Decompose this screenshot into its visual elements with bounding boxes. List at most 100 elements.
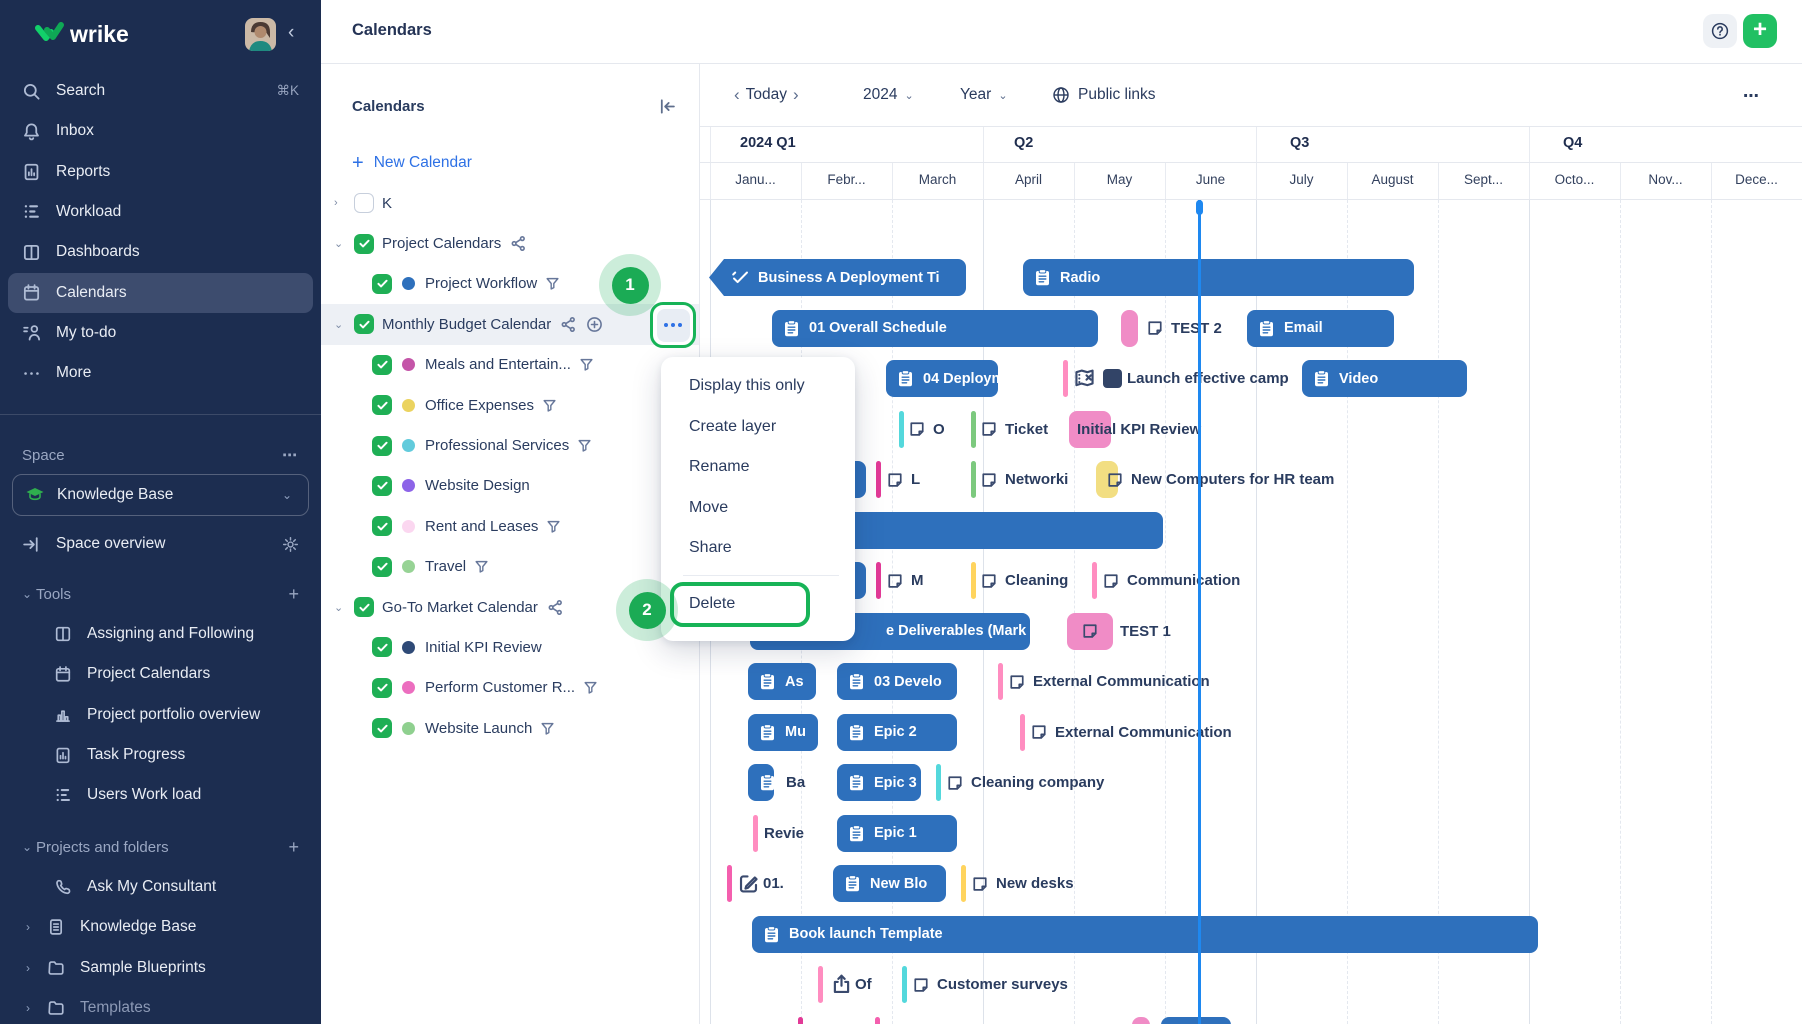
menu-item-delete[interactable]: Delete xyxy=(689,595,736,612)
task-bar-01-overall-schedule[interactable]: 01 Overall Schedule xyxy=(772,309,1098,347)
sidebar-item-dashboards[interactable]: Dashboards xyxy=(0,232,321,272)
task-bar-mu[interactable]: Mu xyxy=(748,713,818,751)
year-select[interactable]: 2024 ⌄ xyxy=(863,86,914,103)
task-line-marker[interactable] xyxy=(971,562,976,599)
prev-icon[interactable]: ‹ xyxy=(734,85,740,104)
section-label-tools[interactable]: ⌄ Tools + xyxy=(22,583,299,604)
checkbox[interactable] xyxy=(372,516,392,537)
sidebar-item-ask-my-consultant[interactable]: Ask My Consultant xyxy=(0,867,321,907)
calendar-tree-project-calendars[interactable]: ⌄ Project Calendars xyxy=(321,223,699,263)
task-badge[interactable] xyxy=(1069,410,1111,448)
task-line-marker[interactable] xyxy=(899,410,904,448)
today-button[interactable]: Today xyxy=(745,86,788,103)
task-bar-03-develo[interactable]: 03 Develo xyxy=(837,663,957,700)
checkbox[interactable] xyxy=(354,193,374,214)
task-line-marker[interactable] xyxy=(798,1016,803,1024)
task-bar-epic-1[interactable]: Epic 1 xyxy=(837,814,957,852)
add-layer-icon[interactable] xyxy=(586,316,603,333)
sidebar-item-project-calendars[interactable]: Project Calendars xyxy=(0,654,321,694)
task-bar-video[interactable]: Video xyxy=(1302,360,1467,397)
calendar-tree-monthly-budget-calendar[interactable]: ⌄ Monthly Budget Calendar xyxy=(321,304,699,345)
task-bar-email[interactable]: Email xyxy=(1247,309,1394,347)
checkbox[interactable] xyxy=(372,354,392,375)
next-icon[interactable]: › xyxy=(793,85,799,104)
space-selector[interactable]: Knowledge Base ⌄ xyxy=(12,474,309,516)
checkbox[interactable] xyxy=(372,435,392,456)
calendar-tree-travel[interactable]: Travel xyxy=(321,547,699,587)
user-avatar[interactable] xyxy=(245,18,276,51)
menu-item-move[interactable]: Move xyxy=(689,498,729,516)
checkbox[interactable] xyxy=(372,718,392,739)
task-label-l[interactable]: L xyxy=(886,461,920,498)
task-line-marker[interactable] xyxy=(961,865,966,902)
task-label-external-communication[interactable]: External Communication xyxy=(1008,663,1210,700)
task-bar[interactable] xyxy=(748,764,774,801)
calendar-tree-k[interactable]: › K xyxy=(334,193,393,214)
checkbox[interactable] xyxy=(372,677,392,698)
filter-icon[interactable] xyxy=(545,276,560,291)
task-label-communication[interactable]: Communication xyxy=(1102,562,1240,599)
task-line-marker[interactable] xyxy=(753,814,758,852)
sidebar-item-my-to-do[interactable]: My to-do xyxy=(0,313,321,353)
collapse-panel-icon[interactable] xyxy=(658,97,677,116)
task-label-01-[interactable]: 01. xyxy=(763,875,784,892)
checkbox[interactable] xyxy=(354,314,374,335)
filter-icon[interactable] xyxy=(540,721,555,736)
menu-item-display-this-only[interactable]: Display this only xyxy=(689,377,805,395)
task-label-test-2[interactable]: TEST 2 xyxy=(1146,310,1222,347)
calendar-tree-rent-and-leases[interactable]: Rent and Leases xyxy=(321,506,699,546)
task-label-external-communication[interactable]: External Communication xyxy=(1030,714,1232,751)
calendar-tree-professional-services[interactable]: Professional Services xyxy=(321,425,699,465)
calendar-tree-website-launch[interactable]: Website Launch xyxy=(321,708,699,748)
task-line-marker[interactable] xyxy=(875,1016,880,1024)
task-line-marker[interactable] xyxy=(818,966,823,1003)
task-label-new-computers-for-hr-team[interactable]: New Computers for HR team xyxy=(1106,461,1334,498)
checkbox[interactable] xyxy=(354,233,374,254)
task-label-customer-surveys[interactable]: Customer surveys xyxy=(912,966,1068,1003)
share-icon[interactable] xyxy=(547,599,564,616)
task-bar-as[interactable]: As xyxy=(748,663,816,700)
chevron-down-icon[interactable]: ⌄ xyxy=(334,318,344,331)
sidebar-item-more[interactable]: More xyxy=(0,353,321,393)
task-line-marker[interactable] xyxy=(971,410,976,448)
sidebar-item-inbox[interactable]: Inbox xyxy=(0,111,321,151)
task-bar-book-launch-template[interactable]: Book launch Template xyxy=(752,915,1538,953)
task-line-marker[interactable] xyxy=(1063,360,1068,397)
task-label-of[interactable]: Of xyxy=(855,976,872,993)
task-label-o[interactable]: O xyxy=(908,411,945,448)
add-icon[interactable]: + xyxy=(288,583,299,604)
task-line-marker[interactable] xyxy=(1092,562,1097,599)
calendar-more-button[interactable] xyxy=(656,308,690,342)
section-label-projects-and-folders[interactable]: ⌄ Projects and folders + xyxy=(22,836,299,857)
task-label-cleaning-company[interactable]: Cleaning company xyxy=(946,764,1104,801)
chevron-right-icon[interactable]: › xyxy=(334,197,338,210)
task-label-m[interactable]: M xyxy=(886,562,924,599)
calendar-tree-office-expenses[interactable]: Office Expenses xyxy=(321,385,699,425)
calendar-tree-website-design[interactable]: Website Design xyxy=(321,466,699,506)
task-badge[interactable] xyxy=(1096,461,1118,498)
checkbox[interactable] xyxy=(372,637,392,658)
task-label-launch-effective-camp[interactable]: Launch effective camp xyxy=(1127,370,1289,387)
task-label-initial-kpi-review[interactable]: Initial KPI Review xyxy=(1077,420,1202,438)
task-bar-new-blo[interactable]: New Blo xyxy=(833,865,946,902)
task-label-cleaning[interactable]: Cleaning xyxy=(980,562,1068,599)
new-calendar-button[interactable]: + New Calendar xyxy=(352,151,472,174)
filter-icon[interactable] xyxy=(579,357,594,372)
filter-icon[interactable] xyxy=(546,519,561,534)
task-line-marker[interactable] xyxy=(998,663,1003,700)
task-line-marker[interactable] xyxy=(936,764,941,801)
sidebar-collapse-icon[interactable]: ‹ xyxy=(288,22,295,43)
checkbox[interactable] xyxy=(372,273,392,294)
task-line-marker[interactable] xyxy=(971,461,976,498)
task-bar-radio[interactable]: Radio xyxy=(1023,259,1414,296)
calendar-tree-go-to-market-calendar[interactable]: ⌄ Go-To Market Calendar xyxy=(321,587,699,627)
task-label-ba[interactable]: Ba xyxy=(786,774,806,791)
sidebar-item-search[interactable]: Search ⌘K xyxy=(0,71,321,111)
sidebar-item-users-work-load[interactable]: Users Work load xyxy=(0,775,321,815)
checkbox[interactable] xyxy=(372,556,392,577)
task-label-revie[interactable]: Revie xyxy=(764,824,805,842)
gear-icon[interactable] xyxy=(282,536,299,553)
chevron-down-icon[interactable]: ⌄ xyxy=(334,601,344,614)
task-bar-epic-2[interactable]: Epic 2 xyxy=(837,713,957,751)
menu-item-rename[interactable]: Rename xyxy=(689,458,750,476)
